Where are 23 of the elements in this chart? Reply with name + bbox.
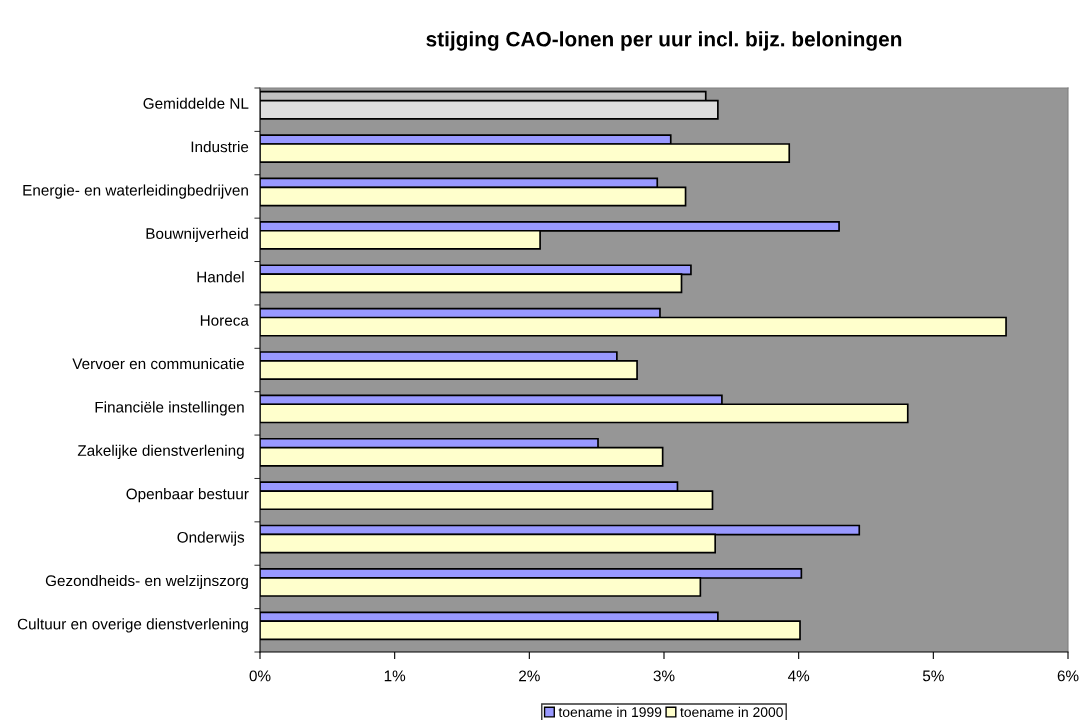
x-tick-label: 0% bbox=[249, 670, 271, 682]
x-tick-label: 1% bbox=[384, 670, 406, 682]
y-tick-label: Onderwijs bbox=[177, 531, 245, 546]
x-tick-label: 4% bbox=[787, 670, 810, 682]
y-tick-label: Gemiddelde NL bbox=[143, 97, 249, 109]
x-tick-label: 6% bbox=[1057, 670, 1079, 682]
y-tick-label: Vervoer en communicatie bbox=[72, 357, 244, 370]
chart-title: stijging CAO-lonen per uur incl. bijz. beloningen bbox=[426, 31, 902, 51]
y-tick-label: Handel bbox=[197, 271, 244, 283]
y-tick-label: Zakelijke dienstverlening bbox=[77, 444, 244, 459]
y-tick-label: Gezondheids- en welzijnszorg bbox=[45, 574, 248, 590]
y-tick-label: Energie- en waterleidingbedrijven bbox=[23, 184, 248, 199]
x-tick-label: 5% bbox=[922, 670, 944, 682]
y-tick-label: Industrie bbox=[191, 141, 249, 153]
y-tick-label: Cultuur en overige dienstverlening bbox=[17, 618, 248, 633]
y-tick-label: Financiële instellingen bbox=[95, 401, 244, 416]
y-tick-label: Bouwnijverheid bbox=[146, 227, 248, 243]
x-tick-label: 3% bbox=[653, 670, 675, 682]
legend-label: toename in 2000 bbox=[680, 706, 783, 718]
y-tick-label: Openbaar bestuur bbox=[126, 488, 249, 503]
legend-label: toename in 1999 bbox=[558, 706, 662, 718]
y-tick-label: Horeca bbox=[200, 315, 249, 326]
x-tick-label: 2% bbox=[519, 670, 540, 682]
